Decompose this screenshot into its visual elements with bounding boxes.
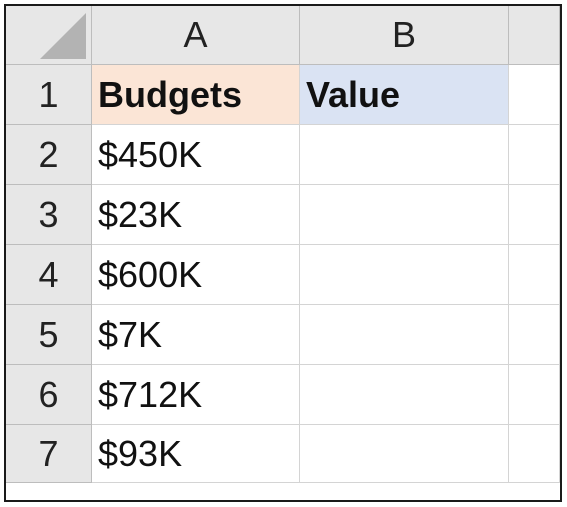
cell-a1[interactable]: Budgets: [92, 65, 300, 125]
cell-b4[interactable]: [300, 245, 509, 305]
cell-c1[interactable]: [509, 65, 560, 125]
select-all-corner[interactable]: [6, 6, 92, 65]
select-all-triangle-icon: [40, 13, 86, 59]
row-header-4[interactable]: 4: [6, 245, 92, 305]
cell-a6[interactable]: $712K: [92, 365, 300, 425]
cell-a2[interactable]: $450K: [92, 125, 300, 185]
column-header-a[interactable]: A: [92, 6, 300, 65]
cell-b2[interactable]: [300, 125, 509, 185]
cell-a4[interactable]: $600K: [92, 245, 300, 305]
row-header-1[interactable]: 1: [6, 65, 92, 125]
row-header-6[interactable]: 6: [6, 365, 92, 425]
cell-c5[interactable]: [509, 305, 560, 365]
row-header-2[interactable]: 2: [6, 125, 92, 185]
cell-c2[interactable]: [509, 125, 560, 185]
row-header-7[interactable]: 7: [6, 425, 92, 483]
cell-c4[interactable]: [509, 245, 560, 305]
row-header-5[interactable]: 5: [6, 305, 92, 365]
row-header-3[interactable]: 3: [6, 185, 92, 245]
column-header-b[interactable]: B: [300, 6, 509, 65]
spreadsheet-frame: A B 1 Budgets Value 2 $450K 3 $23K 4 $60…: [4, 4, 562, 502]
cell-b1[interactable]: Value: [300, 65, 509, 125]
cell-c6[interactable]: [509, 365, 560, 425]
cell-c3[interactable]: [509, 185, 560, 245]
spreadsheet-grid: A B 1 Budgets Value 2 $450K 3 $23K 4 $60…: [6, 6, 560, 483]
cell-b7[interactable]: [300, 425, 509, 483]
cell-b3[interactable]: [300, 185, 509, 245]
cell-b5[interactable]: [300, 305, 509, 365]
column-header-c[interactable]: [509, 6, 560, 65]
cell-c7[interactable]: [509, 425, 560, 483]
cell-a5[interactable]: $7K: [92, 305, 300, 365]
cell-a3[interactable]: $23K: [92, 185, 300, 245]
cell-b6[interactable]: [300, 365, 509, 425]
cell-a7[interactable]: $93K: [92, 425, 300, 483]
